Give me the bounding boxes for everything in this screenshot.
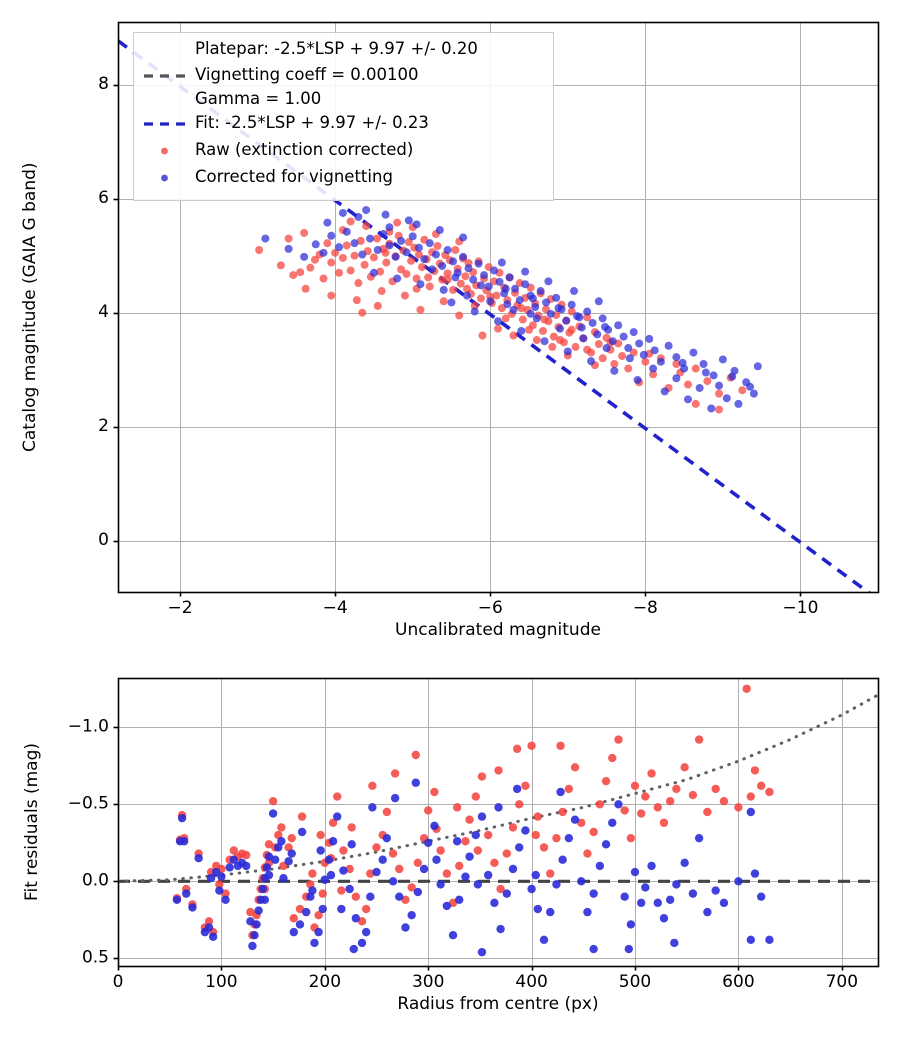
figure-root: Uncalibrated magnitude Catalog magnitude… xyxy=(0,0,900,1050)
matplotlib-figure-canvas xyxy=(0,0,900,1050)
